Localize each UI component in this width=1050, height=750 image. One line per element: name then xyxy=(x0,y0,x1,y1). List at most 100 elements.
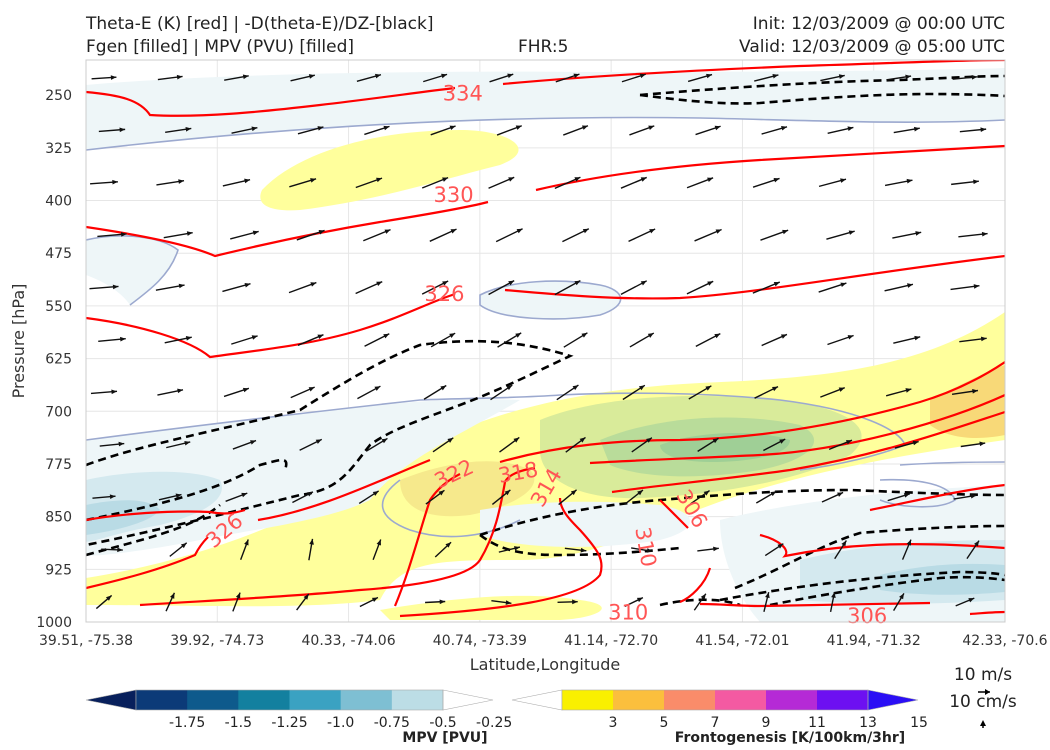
y-tick-label: 325 xyxy=(45,141,72,157)
wind-vector-head xyxy=(572,385,579,391)
quiver-key-arrowhead xyxy=(985,689,990,695)
wind-vector-head xyxy=(376,177,383,183)
mpv-colorbar-extend-high xyxy=(442,689,494,711)
wind-vector-head xyxy=(980,127,987,132)
mpv-colorbar-segment xyxy=(136,690,188,710)
wind-vector-head xyxy=(772,386,779,392)
mpv-colorbar-segment xyxy=(289,690,342,710)
wind-vector-head xyxy=(980,336,987,342)
theta-e-contours xyxy=(86,60,1005,618)
mpv-contour xyxy=(479,280,622,320)
fgen-colorbar-segment xyxy=(715,690,767,710)
wind-vector-head xyxy=(317,334,324,339)
wind-vector-head xyxy=(703,490,710,496)
wind-vector-head xyxy=(372,490,379,496)
wind-vector-head xyxy=(449,125,456,131)
frontogenesis-colorbar-title: Frontogenesis [K/100km/3hr] xyxy=(675,730,905,746)
wind-vector-head xyxy=(780,334,787,339)
y-tick-label: 250 xyxy=(45,88,72,104)
fgen-colorbar-tick: 9 xyxy=(762,715,771,731)
theta-e-contour xyxy=(499,361,1005,464)
wind-vector-head xyxy=(570,489,577,496)
wind-vector-head xyxy=(515,125,522,130)
wind-vector-head xyxy=(640,177,647,182)
wind-vector-head xyxy=(180,542,187,549)
wind-vector-head xyxy=(374,386,381,391)
wind-vector-head xyxy=(837,492,844,497)
wind-vector-head xyxy=(315,439,322,444)
wind-vector-head xyxy=(505,600,512,605)
wind-vector-head xyxy=(913,126,920,132)
dthetae-dz-contour xyxy=(479,533,681,557)
wind-vector-head xyxy=(442,281,449,286)
y-tick-label: 775 xyxy=(45,457,72,473)
mpv-fill-region xyxy=(86,235,178,305)
wind-vector-head xyxy=(971,75,978,80)
wind-vector-head xyxy=(117,547,123,553)
wind-vector-head xyxy=(639,73,646,79)
wind-vector-head xyxy=(235,592,241,599)
mpv-colorbar-segment xyxy=(340,690,393,710)
wind-vector-head xyxy=(972,388,978,394)
wind-vector-head xyxy=(244,539,249,546)
theta-e-contour-label: 326 xyxy=(424,282,464,306)
wind-vector-head xyxy=(250,440,257,445)
wind-vector-head xyxy=(109,494,116,499)
wind-vector-head xyxy=(175,493,182,499)
wind-vector-head xyxy=(700,593,706,600)
y-tick-label: 400 xyxy=(45,194,72,210)
wind-vector-head xyxy=(765,592,770,599)
mpv-colorbar-tick: -1.5 xyxy=(225,715,252,731)
wind-vector-head xyxy=(306,491,313,497)
x-axis-label: Latitude,Longitude xyxy=(470,655,621,674)
wind-vector-head xyxy=(647,333,654,338)
wind-vector-head xyxy=(847,335,854,340)
mpv-contour xyxy=(86,116,1005,151)
y-axis-ticks: 250 325 400 475 550 625 700 775 850 925 1000 xyxy=(36,88,72,631)
mpv-contour xyxy=(899,461,1005,466)
mpv-contour xyxy=(86,235,179,306)
mpv-fill-region xyxy=(86,399,520,556)
theta-e-contour xyxy=(535,144,1005,192)
chart-title-line-2: Fgen [filled] | MPV (PVU) [filled] xyxy=(86,37,355,57)
fgen-fill-region xyxy=(930,365,1005,438)
theta-e-contour xyxy=(86,508,246,522)
wind-vector-head xyxy=(706,73,713,79)
frontogenesis-colorbar: 3 5 7 9 11 13 15 xyxy=(511,689,928,731)
wind-vector-head xyxy=(777,543,784,549)
theta-e-contour xyxy=(869,483,1005,512)
wind-vector-head xyxy=(637,490,643,496)
wind-vector-head xyxy=(112,284,119,290)
fgen-colorbar-extend-low xyxy=(511,689,563,711)
wind-vector-head xyxy=(310,178,317,183)
wind-vector-head xyxy=(381,438,388,444)
theta-e-contour xyxy=(759,533,1005,558)
wind-vector-head xyxy=(441,73,448,79)
wind-vector-head xyxy=(318,230,325,235)
dthetae-dz-contour xyxy=(769,575,1005,607)
wind-vector-head xyxy=(308,74,315,79)
wind-vector-head xyxy=(899,593,904,600)
wind-vector-head xyxy=(507,73,514,79)
wind-vector-head xyxy=(120,232,127,237)
wind-vector-head xyxy=(120,336,126,342)
wind-vector-head xyxy=(581,332,588,338)
wind-vector-head xyxy=(903,493,910,498)
y-tick-label: 475 xyxy=(45,246,72,262)
wind-vector-head xyxy=(638,385,645,391)
wind-vector-head xyxy=(244,282,251,288)
theta-e-contour xyxy=(86,200,489,258)
wind-vector-head xyxy=(968,598,975,603)
x-tick-label: 41.14, -72.70 xyxy=(564,633,658,649)
theta-e-contour xyxy=(86,292,456,359)
wind-vector-head xyxy=(508,177,515,182)
wind-vector-head xyxy=(646,548,653,553)
wind-vector-head xyxy=(176,74,183,80)
wind-vector-head xyxy=(579,437,586,443)
wind-vector-head xyxy=(905,388,912,393)
wind-vector-head xyxy=(516,228,523,234)
wind-vector-head xyxy=(915,231,922,236)
fgen-colorbar-segment xyxy=(817,690,869,710)
wind-vector-head xyxy=(973,284,980,289)
